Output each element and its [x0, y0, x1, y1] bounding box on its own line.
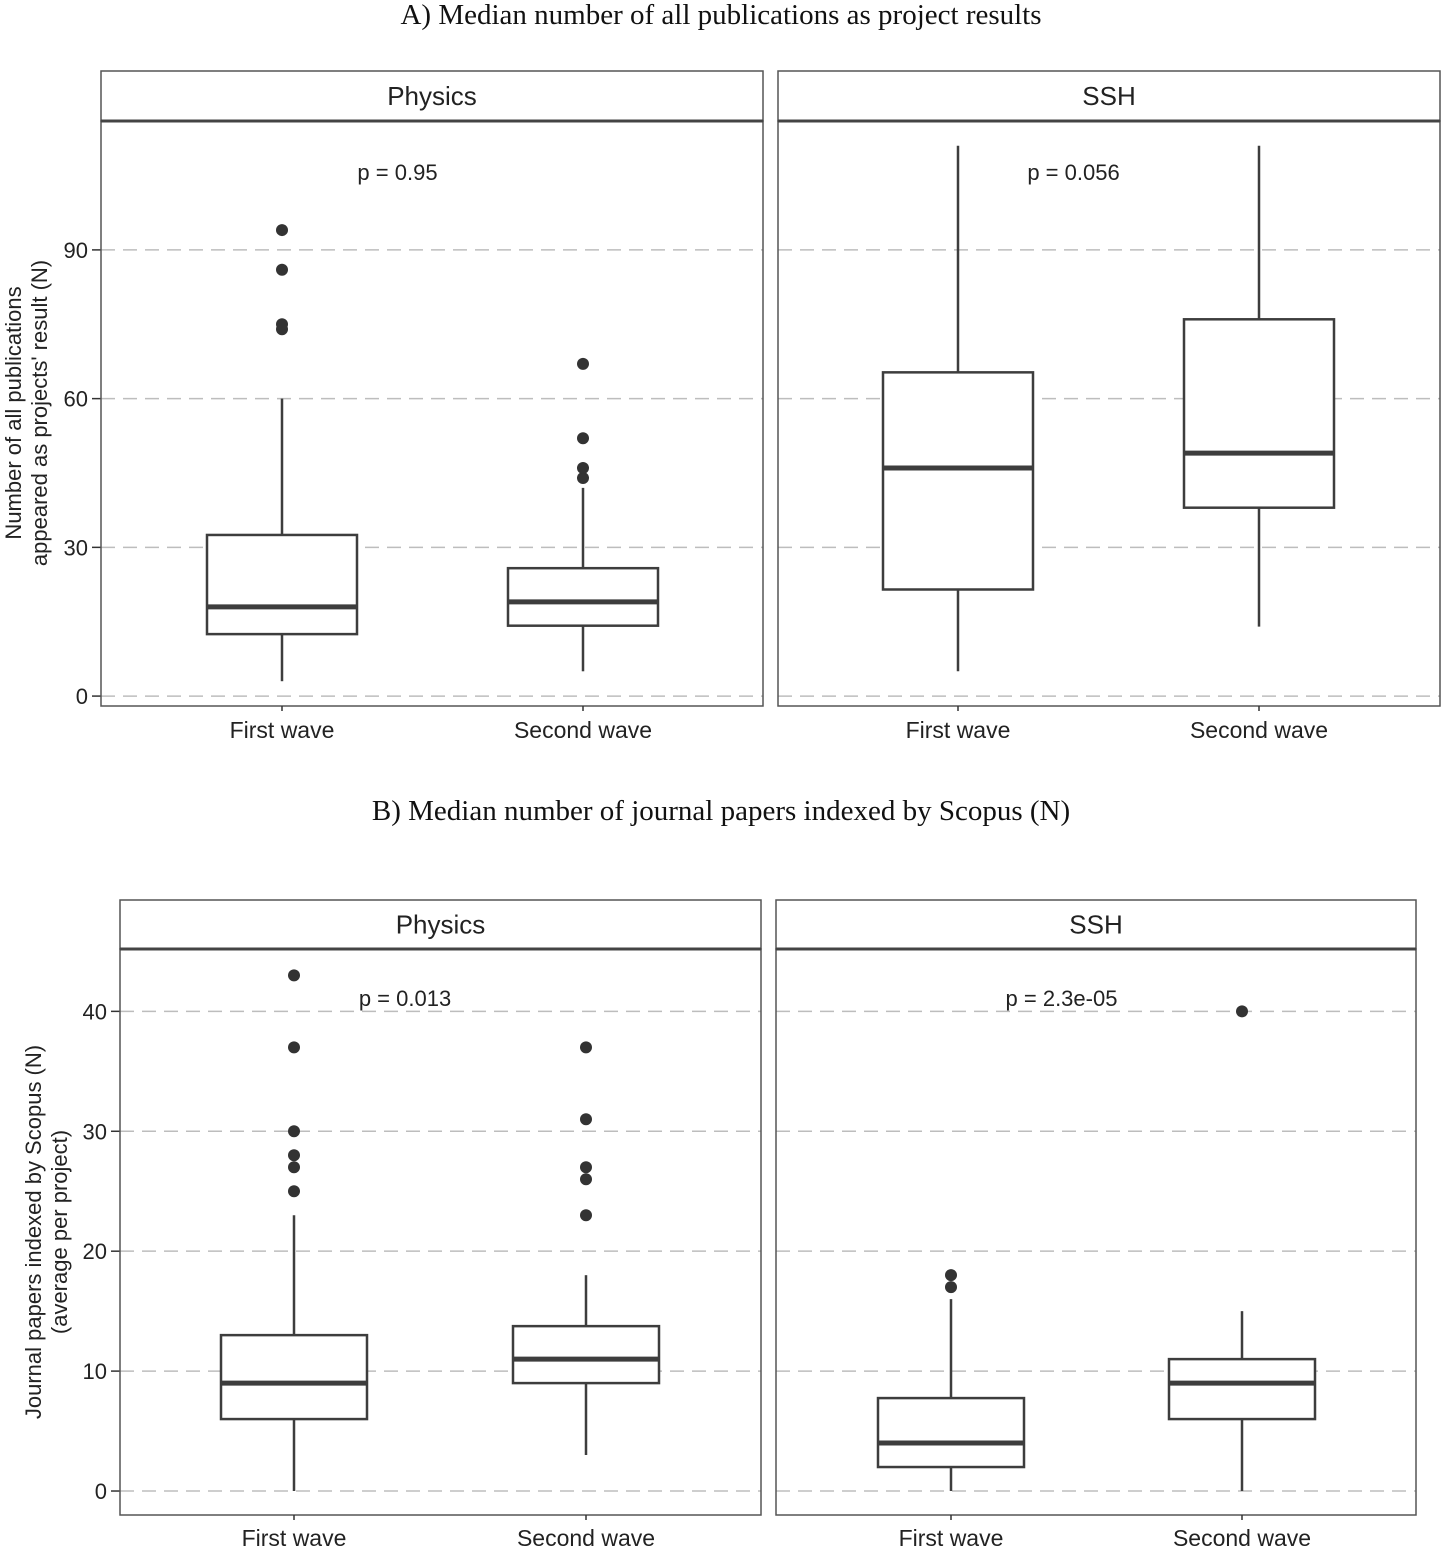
boxplot-first-wave: First wave: [219, 969, 369, 1550]
y-tick-label: 90: [64, 238, 88, 263]
y-axis-title: Journal papers indexed by Scopus (N) (ave…: [21, 1045, 72, 1419]
iqr-box: [219, 1333, 369, 1421]
outlier-point: [577, 462, 589, 475]
y-tick-label: 30: [64, 535, 88, 560]
y-tick-label: 60: [64, 387, 88, 412]
outlier-point: [288, 1161, 300, 1174]
outlier-point: [580, 1209, 592, 1222]
y-axis-title-line: Journal papers indexed by Scopus (N): [21, 1045, 46, 1419]
p-value-label: p = 0.95: [357, 160, 437, 185]
panel-border: [119, 948, 762, 1516]
y-axis-title-line: Number of all publications: [1, 286, 26, 539]
chart-title: A) Median number of all publications as …: [400, 0, 1041, 31]
outlier-point: [288, 1149, 300, 1162]
panel-border: [100, 120, 764, 707]
x-tick-label: Second wave: [514, 717, 652, 743]
facet-strip: [775, 899, 1417, 950]
y-tick-label: 10: [83, 1359, 107, 1384]
y-tick-label: 0: [76, 684, 88, 709]
x-tick-label: First wave: [899, 1525, 1004, 1550]
x-tick-label: Second wave: [517, 1525, 655, 1550]
facet-ssh: SSH p = 0.056 First wave Second wave: [777, 70, 1441, 743]
iqr-box: [876, 1396, 1026, 1469]
boxplot-second-wave: Second wave: [511, 1041, 661, 1550]
facet-label: Physics: [396, 910, 486, 940]
outlier-point: [945, 1281, 957, 1294]
outlier-point: [276, 318, 288, 331]
boxplot-first-wave: First wave: [876, 1269, 1026, 1550]
outlier-point: [1236, 1005, 1248, 1018]
panel-border: [777, 120, 1441, 707]
outlier-point: [288, 1185, 300, 1198]
outlier-point: [580, 1113, 592, 1126]
outlier-point: [945, 1269, 957, 1282]
iqr-box: [1167, 1357, 1317, 1421]
outlier-point: [580, 1173, 592, 1186]
iqr-box: [881, 371, 1035, 591]
outlier-point: [288, 969, 300, 982]
facet-label: Physics: [387, 81, 477, 111]
chart-a: A) Median number of all publications as …: [1, 0, 1441, 743]
outlier-point: [276, 224, 288, 237]
boxplot-second-wave: Second wave: [506, 357, 660, 743]
facet-ssh: SSH p = 2.3e-05 First wave Second wave: [775, 899, 1417, 1550]
y-tick-label: 40: [83, 999, 107, 1024]
boxplot-second-wave: Second wave: [1182, 145, 1336, 743]
x-tick-label: Second wave: [1173, 1525, 1311, 1550]
x-tick-label: First wave: [906, 717, 1011, 743]
iqr-box: [205, 533, 359, 636]
facet-physics: Physics p = 0.95 First wave Second wave: [100, 70, 764, 743]
facet-label: SSH: [1069, 910, 1122, 940]
outlier-point: [577, 471, 589, 484]
outlier-point: [580, 1041, 592, 1054]
x-tick-label: First wave: [230, 717, 335, 743]
panel-border: [775, 948, 1417, 1516]
y-axis-title: Number of all publications appeared as pr…: [1, 260, 52, 566]
y-axis-title-line: appeared as projects' result (N): [27, 260, 52, 566]
boxplot-first-wave: First wave: [881, 145, 1035, 743]
outlier-point: [577, 432, 589, 445]
p-value-label: p = 0.013: [359, 986, 451, 1011]
boxplot-second-wave: Second wave: [1167, 1005, 1317, 1550]
outlier-point: [288, 1125, 300, 1138]
outlier-point: [580, 1161, 592, 1174]
facet-physics: Physics p = 0.013 First wave Second wave: [119, 899, 762, 1550]
chart-title: B) Median number of journal papers index…: [372, 795, 1070, 827]
y-tick-label: 30: [83, 1119, 107, 1144]
facet-strip: [100, 70, 764, 122]
chart-b: B) Median number of journal papers index…: [21, 795, 1417, 1550]
facet-strip: [119, 899, 762, 950]
y-axis-title-line: (average per project): [47, 1130, 72, 1334]
iqr-box: [511, 1324, 661, 1385]
p-value-label: p = 0.056: [1027, 160, 1119, 185]
p-value-label: p = 2.3e-05: [1006, 986, 1118, 1011]
iqr-box: [1182, 318, 1336, 509]
y-tick-label: 0: [95, 1479, 107, 1504]
outlier-point: [276, 263, 288, 276]
y-tick-label: 20: [83, 1239, 107, 1264]
iqr-box: [506, 566, 660, 627]
facet-label: SSH: [1082, 81, 1135, 111]
outlier-point: [288, 1041, 300, 1054]
outlier-point: [577, 357, 589, 370]
x-tick-label: First wave: [242, 1525, 347, 1550]
boxplot-first-wave: First wave: [205, 224, 359, 743]
x-tick-label: Second wave: [1190, 717, 1328, 743]
